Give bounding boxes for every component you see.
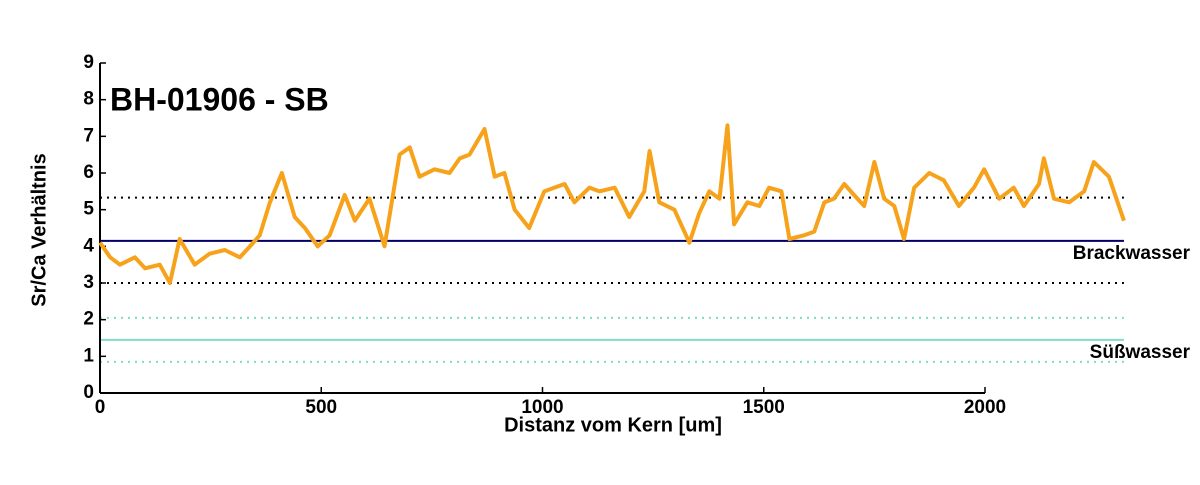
zone-label: Brackwasser <box>1073 243 1191 264</box>
y-tick-label: 5 <box>83 199 94 220</box>
x-tick-label: 1500 <box>743 397 785 418</box>
x-axis-label: Distanz vom Kern [um] <box>504 414 722 436</box>
chart-title: BH-01906 - SB <box>110 81 329 117</box>
y-tick-label: 8 <box>83 89 94 110</box>
x-tick-label: 500 <box>305 397 337 418</box>
y-tick-label: 4 <box>83 235 94 256</box>
y-tick-label: 0 <box>83 382 94 403</box>
y-tick-label: 2 <box>83 309 94 330</box>
x-tick-label: 1000 <box>521 397 563 418</box>
x-tick-label: 0 <box>95 397 106 418</box>
y-tick-label: 9 <box>83 52 94 73</box>
zone-label: Süßwasser <box>1090 342 1191 363</box>
y-tick-label: 7 <box>83 125 94 146</box>
y-axis-label: Sr/Ca Verhältnis <box>28 153 50 306</box>
y-tick-label: 3 <box>83 272 94 293</box>
y-tick-label: 1 <box>83 345 94 366</box>
x-tick-label: 2000 <box>964 397 1006 418</box>
data-line <box>98 123 1126 285</box>
y-tick-label: 6 <box>83 162 94 183</box>
